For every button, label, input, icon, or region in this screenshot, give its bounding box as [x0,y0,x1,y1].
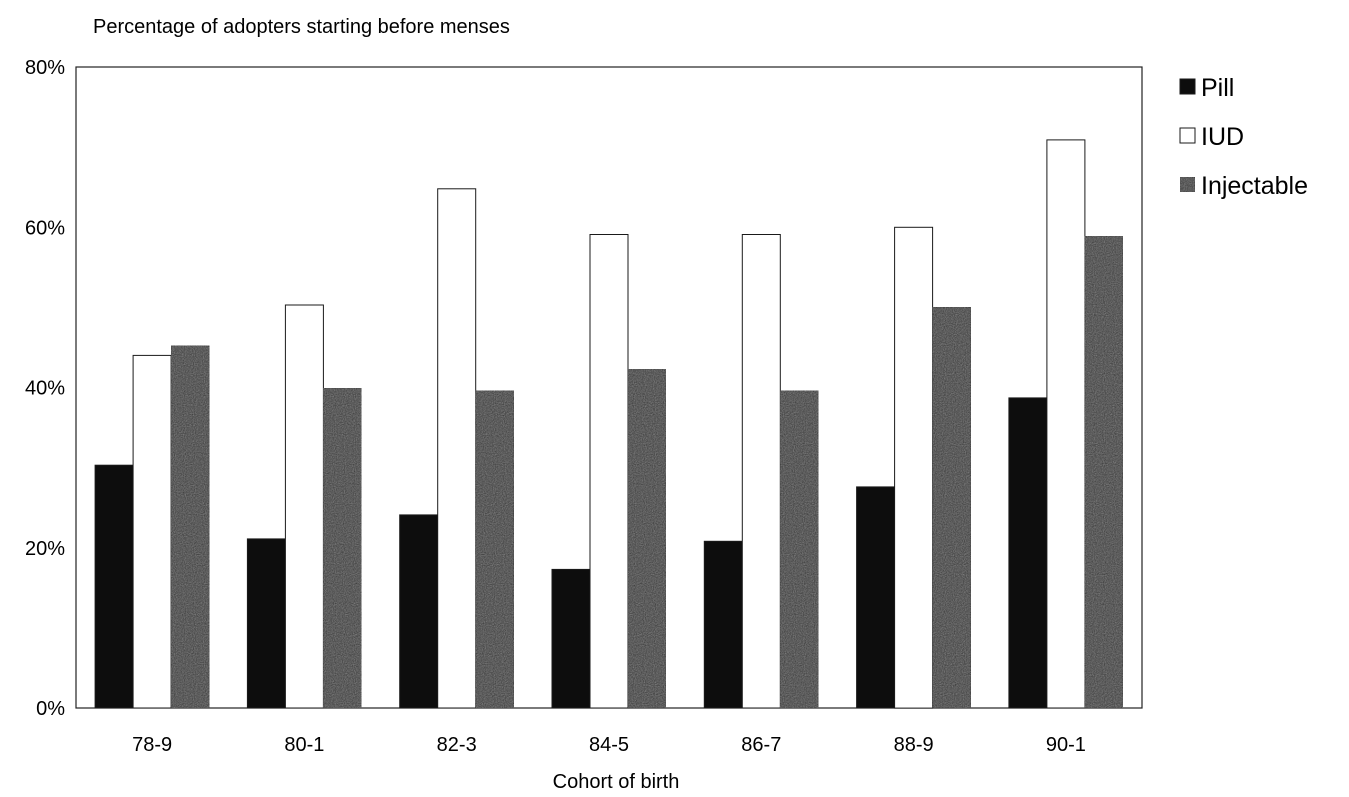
bar-pill-86-7 [703,540,743,709]
x-tick-label: 80-1 [284,734,324,756]
bar-injectable-88-9 [932,306,972,709]
x-tick-label: 90-1 [1046,734,1086,756]
x-tick-label: 82-3 [437,734,477,756]
bar-pill-78-9 [94,464,134,709]
bar-injectable-80-1 [322,387,362,709]
bars [94,139,1124,709]
x-axis-title: Cohort of birth [553,771,680,793]
legend-label-pill: Pill [1201,74,1234,102]
bar-iud-88-9 [894,226,934,709]
legend-label-iud: IUD [1201,123,1244,151]
bar-pill-80-1 [246,538,286,709]
y-tick-label: 20% [25,538,65,560]
y-tick-label: 0% [36,698,65,720]
bar-pill-88-9 [856,486,896,709]
bar-injectable-82-3 [475,390,515,709]
y-tick-labels: 0% 20% 40% 60% 80% [25,57,65,720]
bar-iud-86-7 [741,234,781,709]
legend-label-injectable: Injectable [1201,172,1308,200]
bar-injectable-90-1 [1084,235,1124,709]
bar-pill-90-1 [1008,397,1048,709]
x-tick-label: 88-9 [894,734,934,756]
y-axis-title: Percentage of adopters starting before m… [93,16,510,38]
bar-pill-82-3 [399,514,439,709]
legend-swatch-pill [1179,78,1196,95]
bar-iud-80-1 [284,304,324,709]
bar-injectable-86-7 [779,390,819,709]
y-tick-label: 80% [25,57,65,79]
legend-swatch-injectable [1179,176,1196,193]
bar-iud-84-5 [589,234,629,709]
bar-injectable-84-5 [627,368,667,709]
legend: Pill IUD Injectable [1179,74,1308,200]
x-tick-label: 78-9 [132,734,172,756]
x-tick-label: 86-7 [741,734,781,756]
bar-injectable-78-9 [170,345,210,709]
legend-swatch-iud [1179,127,1196,144]
bar-iud-78-9 [132,354,172,709]
y-tick-label: 40% [25,378,65,400]
bar-iud-90-1 [1046,139,1086,709]
bar-pill-84-5 [551,568,591,709]
y-tick-label: 60% [25,217,65,239]
x-tick-label: 84-5 [589,734,629,756]
bar-iud-82-3 [437,188,477,709]
x-tick-labels: 78-9 80-1 82-3 84-5 86-7 88-9 90-1 [132,734,1086,756]
